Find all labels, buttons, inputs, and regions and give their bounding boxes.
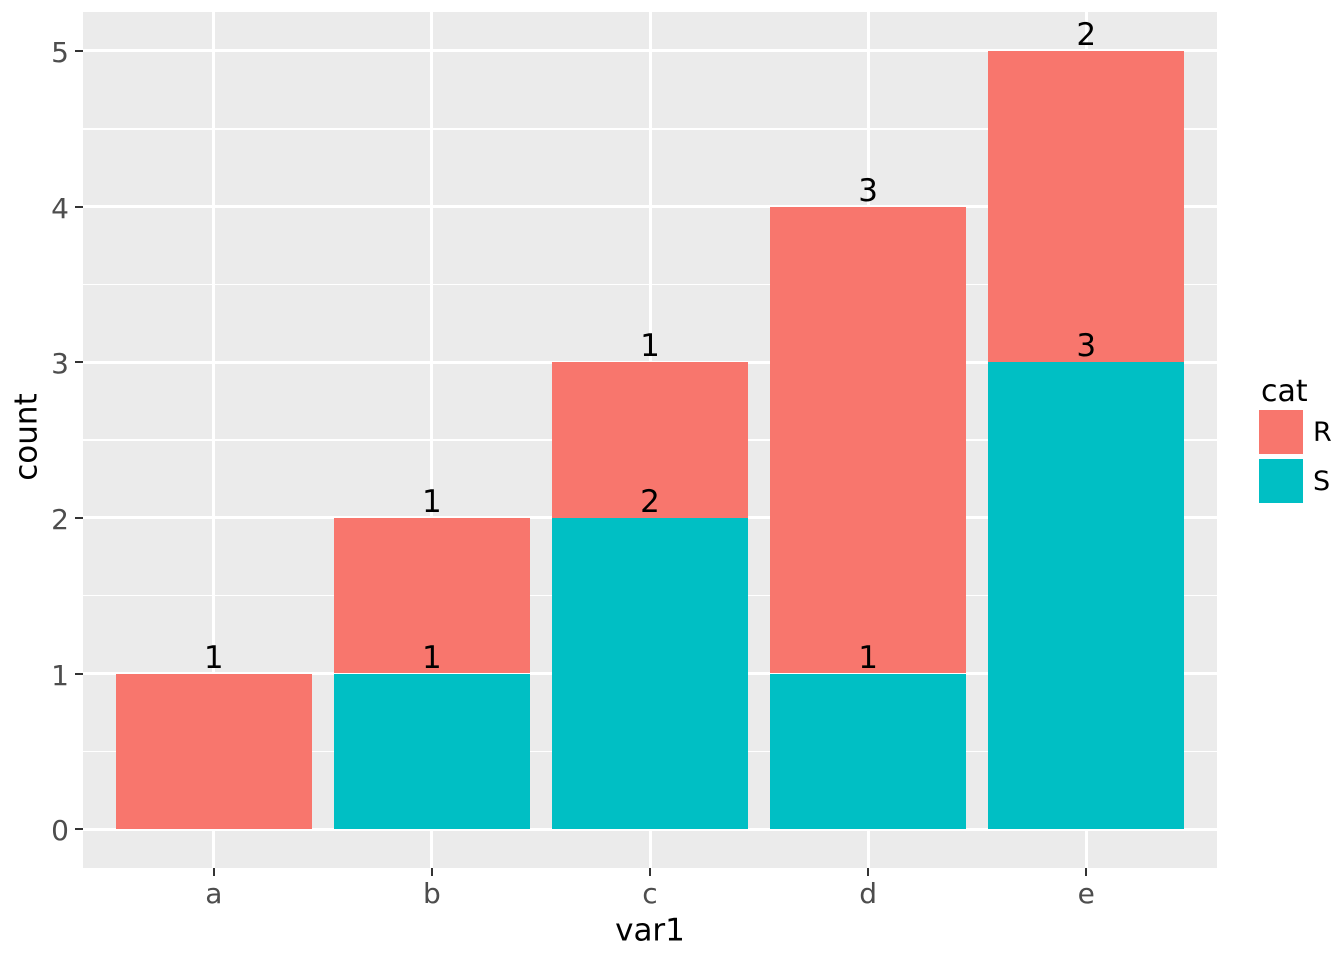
legend-label: R [1313,416,1332,448]
x-tick [867,868,870,876]
legend-item-R: R [1259,410,1332,454]
y-tick-label: 2 [51,502,69,536]
x-tick-label: c [642,877,658,910]
x-gridline-major [212,12,216,868]
legend-title: cat [1261,374,1308,409]
bar-segment-d-S [769,673,967,830]
x-tick-label: d [859,877,877,910]
bar-value-label-d: 1 [858,639,878,676]
bar-segment-c-S [551,517,749,830]
legend-item-S: S [1259,459,1332,503]
x-gridline-major [430,12,434,868]
plot-panel: 1 1 1 2 1 1 3 3 2 [83,12,1217,868]
y-tick [75,828,83,831]
bar-value-label-d: 3 [858,172,878,209]
y-tick-label: 0 [51,814,69,848]
x-tick [212,868,215,876]
y-tick [75,516,83,519]
y-axis-title: count [8,393,45,481]
bar-segment-c-R [551,362,749,518]
bar-segment-b-R [333,517,531,674]
bar-segment-d-R [769,206,967,674]
legend-label: S [1313,465,1331,497]
bar-value-label-c: 1 [640,328,660,365]
bar-value-label-a: 1 [203,639,224,676]
bar-value-label-c: 2 [640,483,660,520]
x-tick [649,868,651,876]
y-tick-label: 5 [51,35,69,69]
y-tick [75,361,83,364]
bar-value-label-b: 1 [422,639,442,676]
bar-segment-b-S [333,673,531,830]
legend-key-swatch [1259,410,1303,454]
y-tick-label: 1 [51,658,69,692]
x-tick-label: b [423,877,441,910]
bar-value-label-e: 3 [1076,328,1097,365]
x-tick-label: a [205,877,223,910]
x-tick [1085,868,1088,876]
x-tick-label: e [1077,877,1095,910]
bar-segment-e-S [988,362,1185,830]
bar-value-label-b: 1 [422,483,442,520]
y-tick [75,49,83,52]
bar-segment-a-R [115,673,312,830]
y-tick [75,205,83,208]
x-axis-title: var1 [615,912,685,949]
legend-key-swatch [1259,459,1303,503]
bar-segment-e-R [988,50,1185,363]
bar-value-label-e: 2 [1076,16,1097,53]
y-tick [75,672,83,675]
y-tick-label: 4 [51,191,69,225]
x-tick [430,868,433,876]
y-tick-label: 3 [51,347,69,381]
